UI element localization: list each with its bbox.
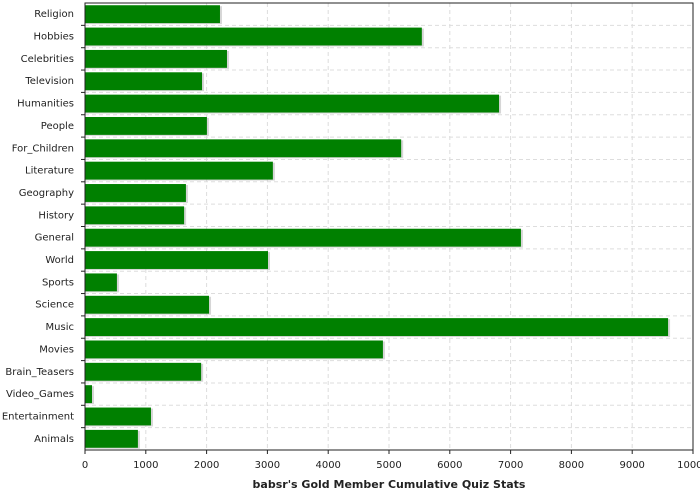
bar bbox=[85, 184, 186, 202]
bar bbox=[85, 362, 202, 381]
y-tick-label: Animals bbox=[34, 434, 74, 445]
bar bbox=[85, 385, 92, 404]
bar bbox=[85, 228, 521, 247]
bar bbox=[85, 273, 117, 292]
bar bbox=[85, 407, 151, 426]
y-tick-label: Literature bbox=[25, 166, 74, 177]
y-tick-label: Celebrities bbox=[21, 54, 74, 65]
bar bbox=[85, 49, 227, 68]
x-tick-label: 3000 bbox=[255, 460, 280, 471]
x-axis-label: babsr's Gold Member Cumulative Quiz Stat… bbox=[253, 478, 526, 491]
bar bbox=[85, 72, 203, 91]
x-tick-label: 4000 bbox=[315, 460, 340, 471]
x-tick-label: 0 bbox=[82, 460, 88, 471]
bar bbox=[85, 161, 273, 180]
plot-frame bbox=[84, 2, 694, 451]
y-tick-label: Science bbox=[35, 300, 74, 311]
bar bbox=[85, 27, 422, 46]
bar bbox=[85, 295, 210, 314]
y-tick-label: General bbox=[35, 233, 74, 244]
y-tick-label: Television bbox=[24, 76, 74, 87]
bar bbox=[85, 429, 138, 448]
bar bbox=[85, 116, 207, 135]
x-tick-label: 1000 bbox=[133, 460, 158, 471]
bar bbox=[85, 139, 402, 158]
y-tick-label: Hobbies bbox=[34, 32, 74, 43]
bar bbox=[85, 318, 669, 337]
y-tick-label: For_Children bbox=[12, 143, 74, 154]
y-tick-label: World bbox=[45, 255, 74, 266]
bar bbox=[85, 340, 383, 359]
x-tick-label: 9000 bbox=[619, 460, 644, 471]
y-tick-label: Music bbox=[46, 322, 74, 333]
bar bbox=[85, 206, 185, 225]
x-tick-label: 2000 bbox=[194, 460, 219, 471]
bar bbox=[85, 94, 500, 113]
y-tick-label: Video_Games bbox=[6, 389, 74, 400]
y-tick-label: People bbox=[41, 121, 74, 132]
x-tick-label: 5000 bbox=[376, 460, 401, 471]
bar bbox=[85, 251, 269, 269]
y-tick-label: Religion bbox=[34, 9, 74, 20]
y-tick-label: Entertainment bbox=[2, 411, 74, 422]
y-tick-label: Sports bbox=[42, 277, 74, 288]
y-tick-label: Brain_Teasers bbox=[5, 367, 74, 378]
bar bbox=[85, 5, 220, 24]
y-tick-label: Movies bbox=[39, 344, 74, 355]
y-tick-label: Geography bbox=[19, 188, 74, 199]
y-tick-label: Humanities bbox=[17, 99, 74, 110]
x-tick-label: 10000 bbox=[677, 460, 700, 471]
x-tick-label: 8000 bbox=[559, 460, 584, 471]
y-tick-label: History bbox=[38, 210, 74, 221]
x-tick-label: 7000 bbox=[498, 460, 523, 471]
x-tick-label: 6000 bbox=[437, 460, 462, 471]
